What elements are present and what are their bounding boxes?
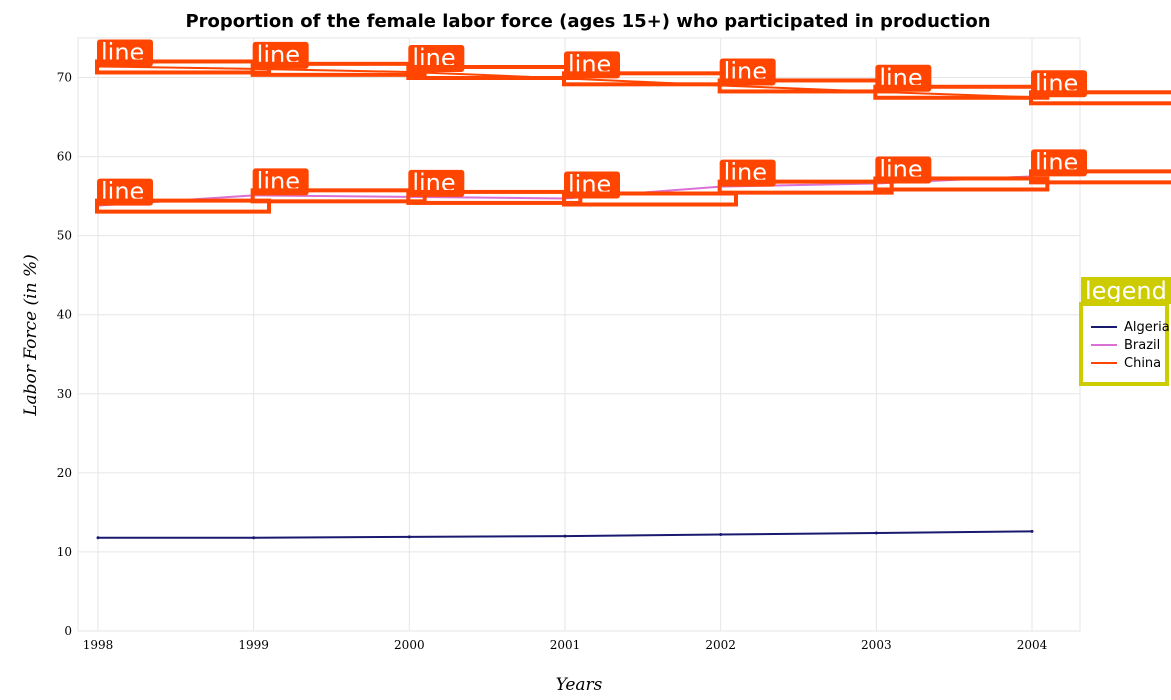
annotation-frame [717,179,894,195]
x-tick-label: 1998 [83,638,114,652]
legend-entry: Algeria [1124,320,1170,335]
x-axis-label: Years [556,675,603,695]
x-tick-label: 2003 [861,638,892,652]
annotation-brazil: line [1029,148,1171,185]
annotation-china: line [250,41,427,77]
annotation-frame [1029,169,1171,185]
y-axis-label: Labor Force (in %) [21,254,41,417]
y-tick-label: 30 [57,387,72,401]
y-tick-label: 50 [57,229,72,243]
annotation-china: line [95,38,271,75]
annotation-frame [95,198,271,214]
x-tick-label: 2000 [394,638,425,652]
data-point-algeria [1030,529,1034,533]
data-point-algeria [874,531,878,535]
x-tick-label: 1999 [238,638,269,652]
x-tick-label: 2002 [705,638,736,652]
legend-title: legend [1085,277,1167,305]
plot-area [77,37,1081,632]
annotation-china: line [1029,69,1171,106]
legend-title-box [1081,277,1171,304]
x-ticks: 1998 1999 2000 2001 2002 2003 2004 [83,638,1048,652]
y-tick-label: 60 [57,150,72,164]
annotation-china: line [717,57,894,94]
y-tick-label: 10 [57,545,72,559]
y-ticks: 0 10 20 30 40 50 60 70 [57,71,72,638]
data-point-algeria [96,536,100,540]
data-point-algeria [563,534,567,538]
legend-entry: Brazil [1124,338,1160,353]
data-point-algeria [719,533,723,537]
y-tick-label: 20 [57,466,72,480]
annotation-brazil: line [717,159,894,195]
data-point-algeria [407,535,411,539]
y-tick-label: 0 [64,624,72,638]
chart-title: Proportion of the female labor force (ag… [185,11,990,32]
x-tick-label: 2001 [550,638,581,652]
legend-entry: China [1124,356,1161,371]
legend-box [1079,302,1169,386]
legend: legend Algeria Brazil China [1079,277,1171,386]
annotation-brazil: line [562,171,738,207]
x-tick-label: 2004 [1017,638,1048,652]
data-point-algeria [252,536,256,540]
y-tick-label: 40 [57,308,72,322]
annotation-brazil: line [95,178,271,214]
annotation-china: line [562,50,738,87]
annotation-frame [1029,90,1171,106]
y-tick-label: 70 [57,71,72,85]
annotation-frame [562,191,738,207]
